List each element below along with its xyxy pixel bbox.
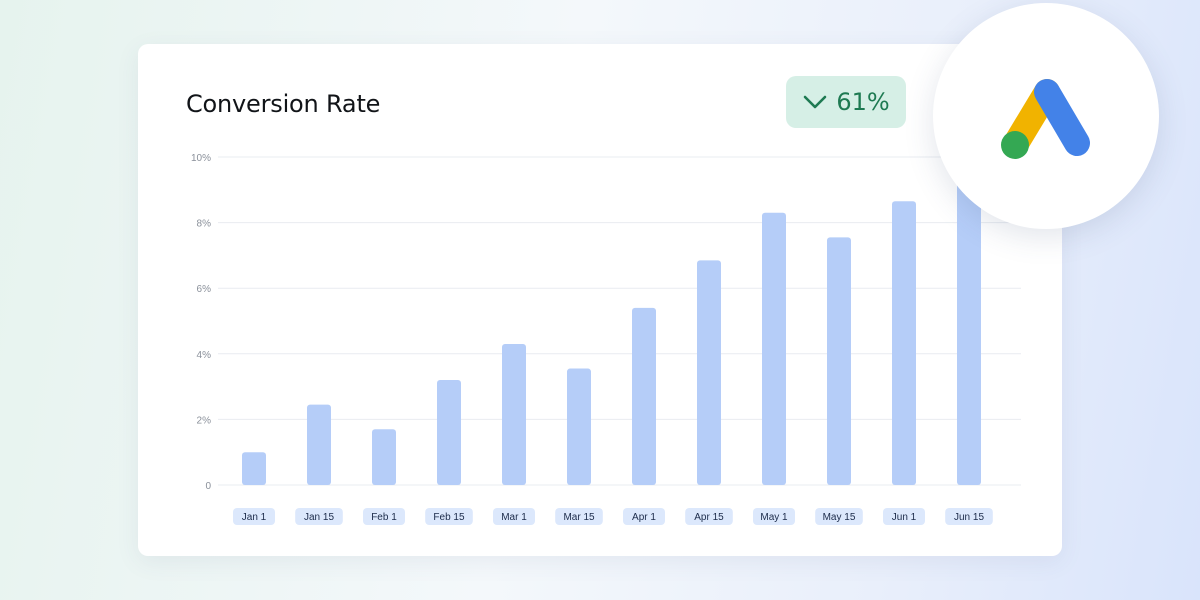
- bar: [892, 201, 916, 485]
- x-tick-label: Mar 15: [563, 512, 595, 523]
- x-tick-label: Feb 1: [371, 512, 397, 523]
- x-tick-pill: [623, 508, 665, 525]
- x-tick-label: Jan 1: [242, 512, 267, 523]
- x-tick-pill: [945, 508, 993, 525]
- bar: [307, 404, 331, 485]
- change-badge: 61%: [786, 76, 906, 128]
- y-tick-label: 4%: [197, 350, 212, 361]
- x-tick-label: May 1: [760, 512, 788, 523]
- bar: [827, 237, 851, 485]
- x-tick-pill: [753, 508, 795, 525]
- x-tick-label: Jun 1: [892, 512, 917, 523]
- y-tick-label: 10%: [191, 153, 211, 164]
- bar: [372, 429, 396, 485]
- bar: [567, 368, 591, 485]
- bar: [632, 307, 656, 485]
- chevron-down-icon: [804, 95, 827, 109]
- x-tick-label: Mar 1: [501, 512, 527, 523]
- y-tick-label: 2%: [197, 415, 212, 426]
- x-tick-pill: [295, 508, 343, 525]
- change-value: 61%: [836, 88, 890, 116]
- x-tick-pill: [815, 508, 863, 525]
- x-tick-pill: [233, 508, 275, 525]
- bar: [762, 212, 786, 485]
- x-tick-pill: [685, 508, 733, 525]
- x-tick-pill: [883, 508, 925, 525]
- chart-title: Conversion Rate: [186, 90, 381, 118]
- x-tick-pill: [363, 508, 405, 525]
- x-tick-pill: [425, 508, 473, 525]
- google-ads-logo-icon: [1001, 79, 1090, 159]
- bar: [242, 452, 266, 485]
- y-tick-label: 0: [205, 481, 211, 492]
- bar-chart: 0 2% 4% 6% 8% 10% Jan 1 Jan 15 Feb 1 Feb 15 Mar 1 M…: [191, 153, 1021, 525]
- x-tick-pill: [493, 508, 535, 525]
- logo-badge: [933, 3, 1159, 229]
- bar: [437, 380, 461, 485]
- x-tick-label: Apr 15: [694, 512, 724, 523]
- y-tick-label: 8%: [197, 219, 212, 230]
- bar: [502, 343, 526, 485]
- x-tick-label: May 15: [823, 512, 856, 523]
- x-tick-label: Jan 15: [304, 512, 334, 523]
- x-tick-pill: [555, 508, 603, 525]
- bar: [697, 260, 721, 485]
- x-tick-label: Jun 15: [954, 512, 984, 523]
- chart-card: Conversion Rate 61% 0 2% 4% 6% 8% 10% Jan 1 Jan…: [138, 44, 1062, 556]
- x-tick-label: Apr 1: [632, 512, 656, 523]
- bar: [957, 173, 981, 485]
- y-tick-label: 6%: [197, 284, 212, 295]
- x-tick-label: Feb 15: [433, 512, 465, 523]
